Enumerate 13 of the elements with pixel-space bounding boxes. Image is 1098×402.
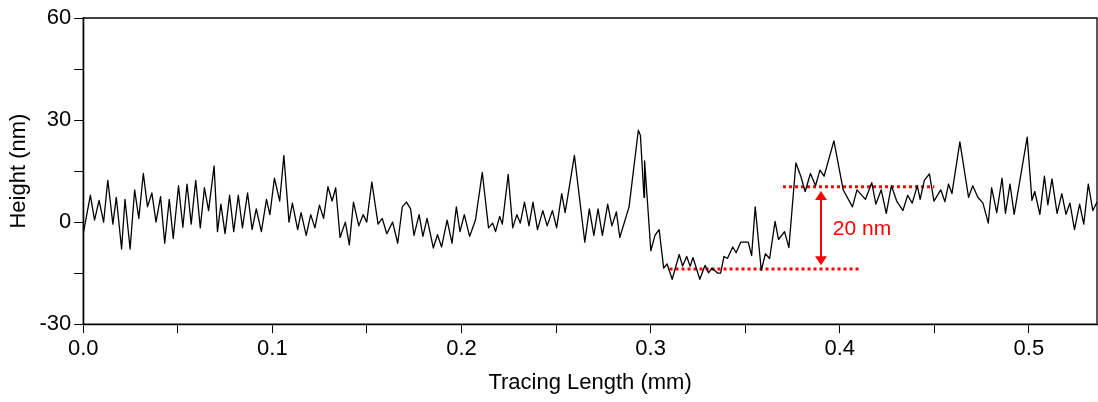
y-axis-title: Height (nm)	[5, 113, 31, 229]
y-tick-label: -30	[39, 310, 72, 336]
x-tick-label: 0.0	[67, 335, 99, 361]
y-tick-label: 30	[46, 106, 72, 132]
x-tick-label: 0.5	[1013, 335, 1045, 361]
y-tick-label: 0	[58, 208, 72, 234]
x-tick-label: 0.3	[635, 335, 666, 361]
x-tick-label: 0.1	[257, 335, 288, 361]
x-axis-title: Tracing Length (mm)	[488, 368, 692, 394]
y-tick-label: 60	[46, 4, 72, 30]
x-tick-label: 0.2	[446, 335, 477, 361]
annotation: 20 nm	[832, 215, 892, 240]
x-tick-label: 0.4	[824, 335, 856, 361]
